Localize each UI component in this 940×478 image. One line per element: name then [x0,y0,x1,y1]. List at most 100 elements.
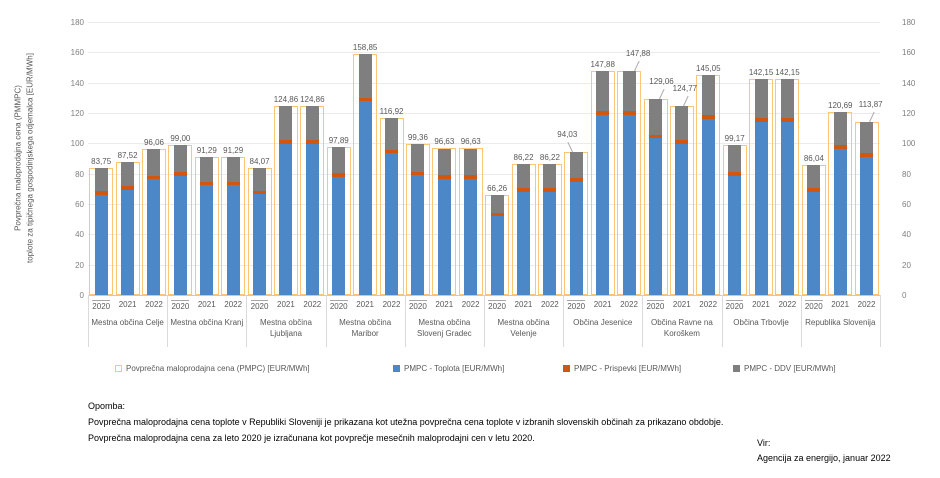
label-leader-line [868,112,875,123]
bar-value-label: 83,75 [91,157,112,166]
segment-toplota [569,181,583,295]
bar-group: 129,06 124,77 145,05 [642,22,721,295]
segment-prispevki [226,181,240,186]
stacked-bar [780,79,794,295]
municipality-label: Mestna občina Celje [91,318,164,327]
year-label: 2022 [457,300,483,311]
category-separator [484,295,485,347]
bar-value-label: 124,86 [273,94,299,104]
gridline [88,234,880,236]
segment-toplota [622,115,636,295]
segment-prispevki [517,187,531,192]
year-label: 2021 [589,300,615,311]
bar-value-label: 158,85 [352,43,378,53]
y-tick-label-right: 160 [902,48,916,58]
segment-ddv [464,148,478,175]
bar-value-label: 120,69 [828,101,853,110]
y-tick-label-left: 20 [75,260,84,270]
year-label: 2021 [669,300,695,311]
stacked-bar [94,168,108,295]
segment-prispevki [173,171,187,176]
municipality-label: Mestna občina Slovenj Gradec [416,318,472,339]
segment-ddv [358,54,372,98]
bar-cell: 91,29 [220,22,246,295]
gridline [88,143,880,145]
source-label: Vir: [757,438,771,448]
segment-toplota [649,138,662,295]
municipality-label: Mestna občina Velenje [497,318,550,339]
bar-group: 99,36 96,63 96,63 [405,22,484,295]
segment-toplota [517,191,531,295]
stacked-bar [437,148,451,295]
segment-toplota [253,194,267,295]
year-label: 2021 [352,300,378,311]
segment-ddv [490,194,504,213]
label-leader-line [633,60,640,71]
year-text: 2021 [514,300,533,309]
year-text: 2020 [804,300,823,311]
segment-prispevki [569,178,583,182]
bar-value-label: 91,29 [223,145,244,155]
year-label: 2021 [273,300,299,311]
legend-entry-pmpc: Povprečna maloprodajna cena (PMPC) [EUR/… [115,364,310,373]
bar-value-label: 96,06 [143,138,164,148]
segment-ddv [543,164,557,188]
bar-value-label: 147,88 [590,59,615,69]
segment-toplota [490,216,504,295]
notes-line-1: Povprečna maloprodajna cena toplote v Re… [88,417,724,427]
source-block: Vir: Agencija za energijo, januar 2022 [757,436,891,466]
bar-value-label: 87,52 [117,151,138,161]
bar-cell: 86,04 [801,22,827,295]
bar-cell: 124,77 [669,22,698,295]
segment-ddv [860,122,874,154]
year-text: 2022 [224,300,243,309]
year-text: 2022 [540,300,559,309]
legend-label-pmpc: Povprečna maloprodajna cena (PMPC) [EUR/… [126,364,310,373]
bar-value-label: 94,03 [557,130,578,140]
year-text: 2020 [725,300,744,311]
year-label: 2021 [431,300,457,311]
bar-cell: 91,29 [194,22,220,295]
gridline [88,113,880,114]
segment-prispevki [147,175,161,180]
y-tick-label-right: 60 [902,200,911,209]
segment-toplota [833,148,847,295]
stacked-bar [701,75,715,295]
bar-cell: 86,22 [510,22,536,295]
segment-prispevki [807,188,821,192]
municipality-label: Mestna občina Maribor [339,318,392,339]
legend-entry-toplota: PMPC - Toplota [EUR/MWh] [393,364,504,373]
category-separator [246,295,248,347]
segment-toplota [754,122,768,295]
pmpc-outline-swatch [115,365,122,372]
segment-toplota [411,175,425,295]
year-text: 2021 [197,300,216,309]
segment-prispevki [253,190,267,195]
bar-group: 84,07 124,86 124,86 [246,22,325,295]
year-text: 2021 [752,300,770,309]
year-text: 2022 [778,300,797,309]
segment-ddv [411,144,425,172]
segment-prispevki [833,145,847,149]
stacked-bar [622,70,636,295]
municipality-label: Občina Jesenice [573,318,633,327]
segment-prispevki [94,190,108,195]
bar-group: 94,03 147,88 147,88 [557,22,650,295]
year-text: 2020 [646,300,665,311]
stacked-bar [807,164,821,295]
category-separator [167,295,169,347]
label-leader-line [683,95,689,107]
segment-ddv [200,156,214,182]
segment-prispevki [411,171,425,176]
year-text: 2022 [620,300,638,309]
bar-cell: 99,36 [405,22,431,295]
year-label: 2021 [748,300,774,311]
bar-value-label: 124,77 [672,83,698,93]
bars-container: 83,75 87,52 96,06 99,00 91,29 91,29 84,07 124,8… [88,22,883,295]
year-text: 2020 [250,300,269,311]
segment-ddv [728,144,742,172]
year-text: 2022 [145,300,163,309]
segment-prispevki [305,139,319,144]
segment-ddv [226,156,240,182]
y-tick-label-left: 60 [75,200,84,209]
